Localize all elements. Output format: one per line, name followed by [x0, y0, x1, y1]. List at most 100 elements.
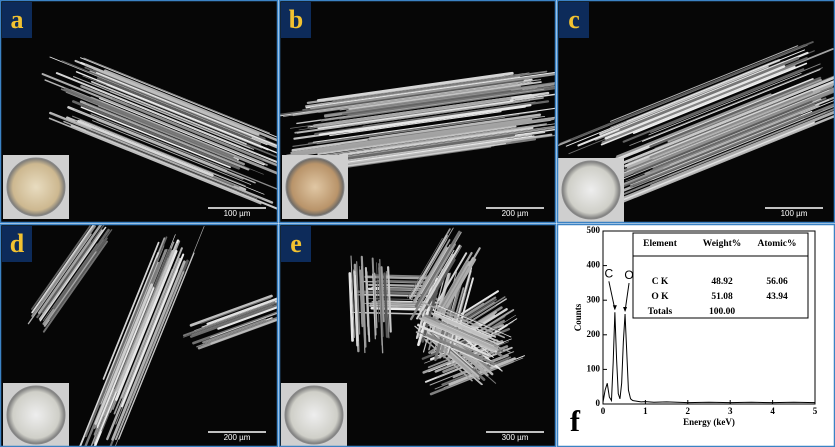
fiber — [309, 99, 511, 129]
fiber — [90, 80, 247, 145]
fiber — [364, 267, 370, 328]
fiber — [77, 119, 214, 177]
fiber — [305, 71, 556, 109]
fiber — [332, 70, 548, 103]
fiber — [79, 100, 250, 171]
fiber — [650, 63, 821, 133]
fiber — [436, 320, 511, 353]
fiber — [383, 272, 389, 338]
fiber — [27, 233, 92, 325]
fiber — [82, 75, 262, 149]
fiber — [328, 131, 546, 164]
fiber — [627, 99, 785, 164]
fiber — [652, 91, 821, 160]
fiber — [316, 71, 514, 102]
peak-label: C — [605, 266, 614, 280]
fiber — [52, 228, 110, 310]
fiber — [440, 280, 463, 354]
fiber — [412, 239, 451, 304]
fiber — [48, 241, 94, 305]
fiber — [31, 224, 96, 314]
fiber — [346, 85, 521, 112]
label-box — [281, 226, 311, 262]
fiber — [329, 125, 556, 159]
panel — [0, 223, 279, 447]
fiber — [217, 305, 278, 330]
fiber — [624, 79, 835, 168]
table-cell: C K — [652, 277, 669, 287]
fiber — [309, 126, 556, 163]
fiber — [196, 316, 278, 348]
fiber — [380, 266, 385, 323]
panel-label: d — [10, 229, 25, 258]
fiber — [425, 258, 456, 310]
fiber — [114, 225, 205, 447]
fiber — [310, 72, 556, 110]
fiber — [622, 68, 805, 143]
arrow-head — [612, 305, 617, 311]
fiber — [116, 242, 178, 393]
fiber — [633, 100, 813, 174]
fiber — [619, 56, 800, 132]
label-box — [2, 2, 32, 38]
fiber — [118, 252, 195, 440]
fiber — [667, 78, 822, 143]
fiber — [111, 260, 186, 441]
peak-arrow — [608, 281, 616, 310]
fiber — [317, 125, 517, 156]
fiber — [94, 283, 154, 425]
fiber — [604, 65, 786, 140]
x-tick-label: 2 — [686, 406, 691, 416]
fiber — [430, 329, 481, 373]
fiber — [309, 79, 542, 113]
peak-arrow — [624, 282, 630, 312]
fiber — [431, 312, 499, 343]
fiber — [120, 253, 185, 408]
fiber — [182, 301, 276, 337]
fiber — [106, 257, 182, 441]
fiber — [84, 258, 159, 438]
fiber — [348, 272, 354, 342]
fiber — [98, 104, 245, 166]
fiber — [414, 230, 461, 308]
fiber — [78, 252, 160, 447]
fiber — [189, 294, 273, 327]
fiber — [565, 49, 806, 147]
fiber — [618, 113, 802, 189]
fiber — [632, 109, 823, 188]
fiber — [285, 117, 555, 158]
petri-dish — [561, 160, 621, 220]
fiber — [38, 229, 103, 320]
fiber — [437, 305, 512, 338]
fiber — [418, 239, 448, 289]
fiber — [360, 255, 367, 348]
fiber — [376, 262, 380, 323]
fiber — [313, 96, 512, 127]
panel — [556, 0, 835, 224]
panel-label: c — [568, 5, 580, 34]
y-tick-label: 100 — [587, 363, 601, 373]
fiber — [593, 98, 822, 192]
fiber — [629, 67, 823, 146]
fiber — [210, 312, 278, 338]
fiber — [79, 119, 265, 195]
fiber — [344, 133, 516, 160]
fiber — [43, 251, 98, 327]
panel-content — [3, 56, 278, 219]
panel-label: b — [289, 5, 303, 34]
x-tick-label: 0 — [601, 406, 606, 416]
fiber — [347, 85, 556, 117]
fiber — [120, 247, 183, 399]
fiber — [206, 297, 278, 325]
fiber — [329, 110, 502, 137]
panel-content — [3, 224, 278, 447]
fiber — [354, 275, 359, 342]
fiber — [431, 331, 490, 358]
fiber — [629, 103, 835, 188]
fiber — [356, 261, 361, 335]
fiber — [341, 89, 512, 116]
fiber — [433, 309, 497, 338]
fiber — [372, 273, 376, 340]
fiber — [409, 234, 448, 300]
fiber — [417, 231, 462, 307]
